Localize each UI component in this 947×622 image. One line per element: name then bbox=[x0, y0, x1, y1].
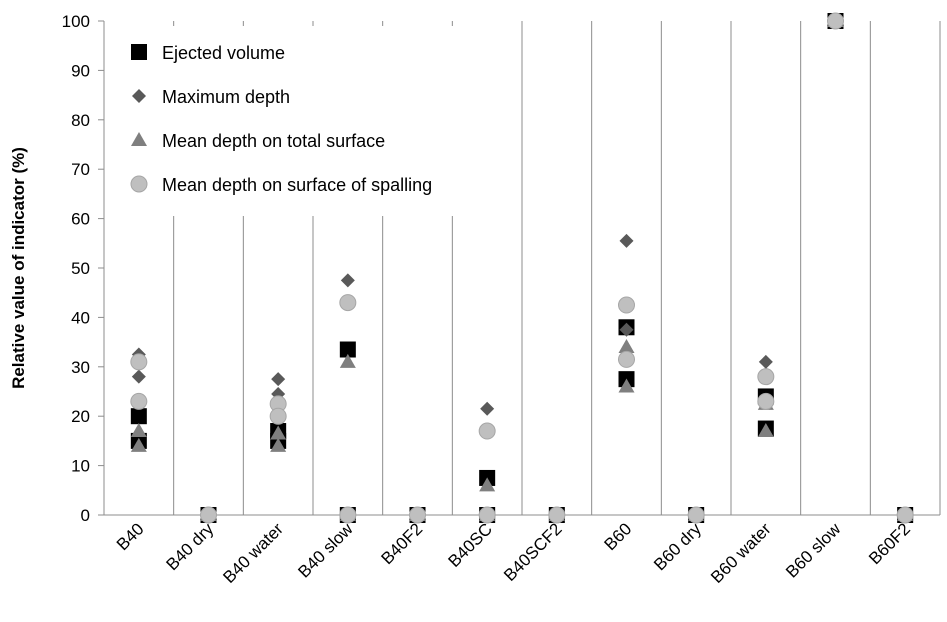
legend-label: Mean depth on total surface bbox=[162, 131, 385, 151]
x-tick-label: B60F2 bbox=[865, 519, 914, 568]
data-point-circle bbox=[269, 407, 287, 425]
x-tick-label: B40 water bbox=[219, 519, 287, 587]
legend-label: Maximum depth bbox=[162, 87, 290, 107]
y-axis-label: Relative value of indicator (%) bbox=[9, 147, 28, 389]
data-point-circle bbox=[478, 422, 496, 440]
data-point-triangle bbox=[130, 437, 147, 452]
data-point-triangle bbox=[130, 423, 147, 438]
y-tick-label: 40 bbox=[71, 308, 90, 327]
legend-label: Ejected volume bbox=[162, 43, 285, 63]
data-point-triangle bbox=[270, 425, 287, 440]
y-tick-label: 0 bbox=[81, 506, 90, 525]
data-point-diamond bbox=[131, 369, 146, 384]
x-tick-label: B40F2 bbox=[377, 519, 426, 568]
x-tick-label: B40 dry bbox=[162, 519, 217, 574]
data-point-circle bbox=[478, 506, 496, 524]
data-point-circle bbox=[339, 294, 357, 312]
x-tick-label: B40 bbox=[113, 519, 148, 554]
data-point-diamond bbox=[619, 322, 634, 337]
data-point-circle bbox=[548, 506, 566, 524]
data-point-triangle bbox=[270, 437, 287, 452]
data-point-circle bbox=[130, 353, 148, 371]
data-point-circle bbox=[339, 506, 357, 524]
data-point-diamond bbox=[619, 233, 634, 248]
x-tick-label: B60 bbox=[601, 519, 636, 554]
x-tick-label: B60 water bbox=[707, 519, 775, 587]
legend-marker-diamond bbox=[132, 89, 146, 103]
data-point-circle bbox=[896, 506, 914, 524]
series-circle bbox=[130, 12, 914, 524]
legend-label: Mean depth on surface of spalling bbox=[162, 175, 432, 195]
data-point-circle bbox=[200, 506, 217, 524]
x-tick-label: B40 slow bbox=[294, 519, 357, 582]
data-point-circle bbox=[827, 12, 844, 30]
data-point-triangle bbox=[339, 353, 356, 368]
data-point-triangle bbox=[618, 378, 635, 393]
data-points bbox=[130, 12, 914, 524]
data-point-triangle bbox=[757, 423, 774, 438]
legend-background bbox=[116, 26, 508, 216]
data-point-square bbox=[130, 408, 147, 425]
data-point-circle bbox=[409, 506, 426, 524]
x-tick-label: B60 slow bbox=[782, 519, 845, 582]
data-point-diamond bbox=[271, 372, 286, 387]
legend-marker-triangle bbox=[131, 132, 147, 146]
data-point-diamond bbox=[758, 354, 773, 369]
data-point-triangle bbox=[618, 339, 635, 354]
x-tick-label: B60 dry bbox=[650, 519, 705, 574]
data-point-circle bbox=[757, 392, 775, 410]
data-point-circle bbox=[757, 368, 775, 386]
y-tick-label: 90 bbox=[71, 61, 90, 80]
y-tick-label: 30 bbox=[71, 358, 90, 377]
y-tick-label: 60 bbox=[71, 210, 90, 229]
legend-marker-circle bbox=[130, 175, 148, 193]
data-point-diamond bbox=[480, 401, 495, 416]
legend: Ejected volume Maximum depth Mean depth on… bbox=[116, 26, 508, 216]
x-tick-label: B40SC bbox=[444, 519, 496, 571]
data-point-circle bbox=[618, 350, 635, 368]
data-point-circle bbox=[687, 506, 705, 524]
data-point-circle bbox=[618, 296, 635, 314]
y-tick-label: 20 bbox=[71, 407, 90, 426]
x-tick-labels: B40 B40 dry B40 water B40 slow B40F2 B40SC B40… bbox=[113, 519, 914, 587]
data-point-square bbox=[339, 341, 356, 358]
y-tick-label: 10 bbox=[71, 457, 90, 476]
legend-marker-square bbox=[131, 44, 147, 60]
y-tick-label: 50 bbox=[71, 259, 90, 278]
data-point-triangle bbox=[479, 477, 496, 492]
y-tick-labels: 0 10 20 30 40 50 60 70 80 90 100 bbox=[62, 12, 104, 525]
x-tick-label: B40SCF2 bbox=[500, 519, 566, 585]
y-tick-label: 80 bbox=[71, 111, 90, 130]
y-tick-label: 100 bbox=[62, 12, 90, 31]
y-tick-label: 70 bbox=[71, 160, 90, 179]
data-point-circle bbox=[130, 392, 148, 410]
data-point-diamond bbox=[340, 273, 355, 288]
